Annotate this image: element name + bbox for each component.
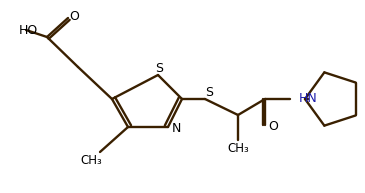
Text: HO: HO <box>19 24 38 36</box>
Text: S: S <box>205 86 213 100</box>
Text: O: O <box>69 10 79 24</box>
Text: CH₃: CH₃ <box>80 155 102 168</box>
Text: S: S <box>155 63 163 75</box>
Text: CH₃: CH₃ <box>227 142 249 156</box>
Text: HN: HN <box>299 91 318 104</box>
Text: N: N <box>171 122 181 135</box>
Text: O: O <box>268 119 278 133</box>
